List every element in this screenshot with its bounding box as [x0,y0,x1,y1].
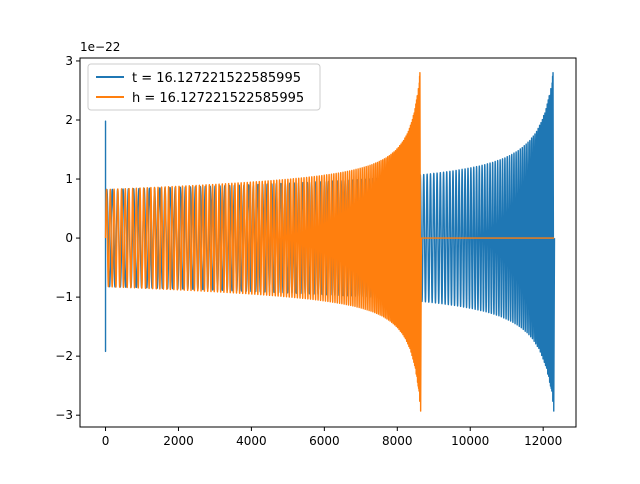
legend-box [87,63,321,111]
x-tick-label: 8000 [382,434,413,448]
axes-frame [79,57,577,428]
x-tick-label: 4000 [236,434,267,448]
y-tick-label: 0 [65,231,73,245]
legend-label: h = 16.127221522585995 [132,91,304,106]
legend: t = 16.127221522585995 h = 16.12722152258… [87,63,321,111]
x-tick-label: 0 [102,434,110,448]
x-tick-label: 12000 [524,434,562,448]
legend-label: t = 16.127221522585995 [132,71,301,86]
y-offset-label: 1e−22 [80,40,120,54]
y-tick-label: −2 [55,349,73,363]
y-tick-label: 3 [65,54,73,68]
ticks-layer: 0 2000 4000 6000 8000 10000 12000 −3 −2 −1 0 1 2 3 [55,54,562,448]
y-tick-label: 1 [65,172,73,186]
y-tick-label: −3 [55,408,73,422]
x-tick-label: 6000 [309,434,340,448]
y-tick-label: −1 [55,290,73,304]
series-line-1 [104,72,555,412]
x-tick-label: 10000 [451,434,489,448]
y-tick-label: 2 [65,113,73,127]
x-tick-label: 2000 [163,434,194,448]
series-layer [104,72,556,412]
